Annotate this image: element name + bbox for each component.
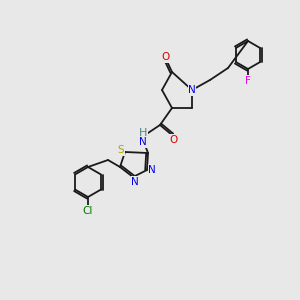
Text: O: O — [170, 135, 178, 145]
Text: S: S — [118, 145, 124, 155]
Text: N: N — [188, 85, 196, 95]
Text: N: N — [131, 177, 139, 187]
Text: Cl: Cl — [83, 206, 93, 216]
Text: F: F — [245, 76, 251, 86]
Text: N: N — [148, 165, 156, 175]
Text: H: H — [139, 128, 147, 138]
Text: N: N — [139, 137, 147, 147]
Text: O: O — [161, 52, 169, 62]
